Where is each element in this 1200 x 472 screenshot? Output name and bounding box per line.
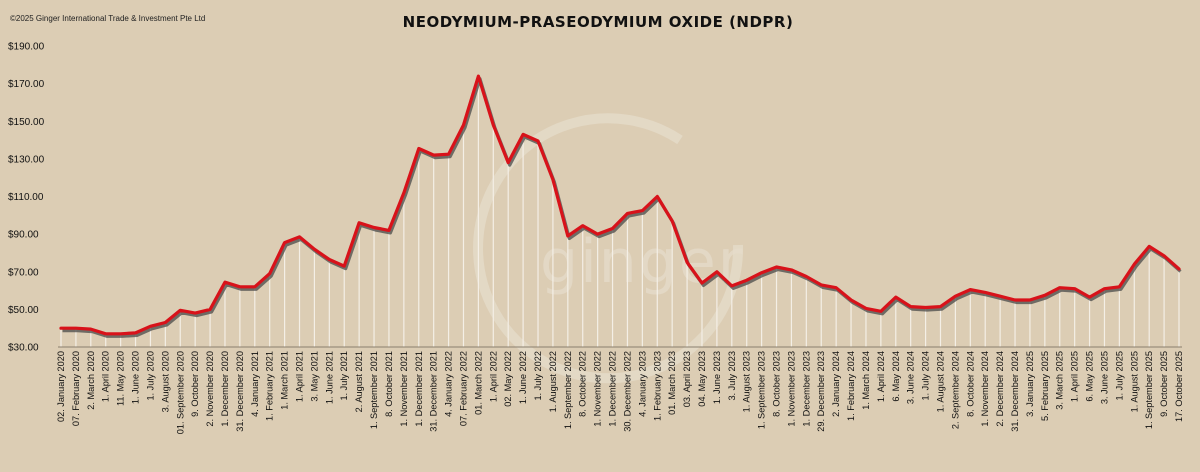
x-tick-label: 9. October 2025 — [1159, 351, 1169, 417]
x-tick-label: 11. May 2020 — [116, 351, 126, 406]
y-tick-label: $110.00 — [8, 192, 44, 203]
x-tick-label: 1. August 2024 — [935, 351, 945, 412]
x-tick-label: 31. December 2020 — [235, 351, 245, 432]
x-tick-label: 3. August 2020 — [160, 351, 170, 412]
x-tick-label: 1. June 2023 — [712, 351, 722, 404]
x-tick-label: 01. March 2022 — [473, 351, 483, 415]
x-tick-label: 03. April 2023 — [682, 351, 692, 407]
x-tick-label: 1. December 2022 — [608, 351, 618, 427]
x-tick-label: 1. July 2025 — [1114, 351, 1124, 401]
x-tick-label: 02. May 2022 — [503, 351, 513, 407]
x-tick-label: 3. January 2025 — [1025, 351, 1035, 417]
chart-title: NEODYMIUM-PRASEODYMIUM OXIDE (NDPR) — [403, 13, 794, 31]
x-tick-label: 9. October 2020 — [190, 351, 200, 417]
x-tick-label: 1. April 2021 — [295, 351, 305, 402]
x-tick-label: 1. December 2023 — [801, 351, 811, 427]
x-tick-label: 1. February 2021 — [265, 351, 275, 421]
y-tick-label: $190.00 — [8, 42, 45, 53]
x-tick-label: 1. July 2024 — [921, 351, 931, 401]
watermark-text: ginger — [540, 227, 744, 297]
x-tick-label: 2. January 2024 — [831, 351, 841, 417]
x-tick-label: 1. August 2022 — [548, 351, 558, 412]
x-tick-label: 02. January 2020 — [56, 351, 66, 422]
x-tick-label: 3. June 2024 — [906, 351, 916, 404]
x-axis: 02. January 2020 07. February 2020 2. Marc… — [56, 351, 1184, 434]
x-tick-label: 2. November 2020 — [205, 351, 215, 427]
y-tick-label: $90.00 — [8, 230, 39, 241]
x-tick-label: 30. December 2022 — [622, 351, 632, 432]
ginger-watermark: ginger — [473, 113, 744, 384]
x-tick-label: 29. December 2023 — [816, 351, 826, 432]
x-tick-label: 1. February 2024 — [846, 351, 856, 421]
x-tick-label: 1. September 2025 — [1144, 351, 1154, 429]
x-tick-label: 4. January 2022 — [444, 351, 454, 417]
x-tick-label: 1. April 2020 — [101, 351, 111, 402]
x-tick-label: 1. June 2020 — [131, 351, 141, 404]
y-tick-label: $50.00 — [8, 305, 39, 316]
x-tick-label: 1. July 2021 — [339, 351, 349, 401]
x-tick-label: 1. August 2025 — [1129, 351, 1139, 412]
x-tick-label: 6. May 2024 — [891, 351, 901, 402]
x-tick-label: 1. March 2021 — [280, 351, 290, 410]
x-tick-label: 1. March 2024 — [861, 351, 871, 410]
x-tick-label: 31. December 2024 — [1010, 351, 1020, 432]
x-tick-label: 31. December 2021 — [429, 351, 439, 432]
x-tick-label: 1. April 2025 — [1070, 351, 1080, 402]
x-tick-label: 1. November 2024 — [980, 351, 990, 427]
y-tick-label: $150.00 — [8, 117, 45, 128]
x-tick-label: 8. October 2021 — [384, 351, 394, 417]
x-tick-label: 1. November 2021 — [399, 351, 409, 427]
y-tick-label: $170.00 — [8, 79, 45, 90]
x-tick-label: 1. February 2023 — [652, 351, 662, 421]
x-tick-label: 1. April 2024 — [876, 351, 886, 402]
x-tick-label: 1. July 2020 — [145, 351, 155, 401]
x-tick-label: 1. December 2020 — [220, 351, 230, 427]
x-tick-label: 6. May 2025 — [1085, 351, 1095, 402]
x-tick-label: 04. May 2023 — [697, 351, 707, 407]
x-tick-label: 8. October 2024 — [965, 351, 975, 417]
x-tick-label: 3. March 2025 — [1055, 351, 1065, 410]
x-tick-label: 07. February 2022 — [458, 351, 468, 426]
drop-lines — [60, 76, 1180, 347]
copyright-notice: ©2025 Ginger International Trade & Inves… — [10, 14, 205, 23]
x-tick-label: 17. October 2025 — [1174, 351, 1184, 422]
y-tick-label: $30.00 — [8, 343, 39, 354]
x-tick-label: 4. January 2021 — [250, 351, 260, 417]
x-tick-label: 1. December 2021 — [414, 351, 424, 427]
x-tick-label: 2. March 2020 — [86, 351, 96, 410]
x-tick-label: 8. October 2022 — [578, 351, 588, 417]
x-tick-label: 1. November 2022 — [593, 351, 603, 427]
series-ndpr — [59, 74, 1182, 338]
x-tick-label: 1. September 2022 — [563, 351, 573, 429]
x-tick-label: 3. July 2023 — [727, 351, 737, 401]
x-tick-label: 3. June 2025 — [1099, 351, 1109, 404]
series-line-shadow — [62, 76, 1182, 338]
y-axis: $190.00 $170.00 $150.00 $130.00 $110.00 $90.0… — [8, 42, 45, 354]
x-tick-label: 5. February 2025 — [1040, 351, 1050, 421]
x-tick-label: 4. January 2023 — [637, 351, 647, 417]
x-tick-label: 1. August 2023 — [742, 351, 752, 412]
y-tick-label: $130.00 — [8, 154, 45, 165]
x-tick-label: 8. October 2023 — [772, 351, 782, 417]
x-tick-label: 3. May 2021 — [309, 351, 319, 402]
x-tick-label: 1. June 2021 — [324, 351, 334, 404]
x-tick-label: 1. July 2022 — [533, 351, 543, 401]
x-tick-label: 07. February 2020 — [71, 351, 81, 426]
x-tick-label: 1. June 2022 — [518, 351, 528, 404]
x-tick-label: 1. April 2022 — [488, 351, 498, 402]
x-tick-label: 01. March 2023 — [667, 351, 677, 415]
x-tick-label: 2. August 2021 — [354, 351, 364, 412]
watermark-ring — [473, 113, 744, 384]
y-tick-label: $70.00 — [8, 267, 39, 278]
x-tick-label: 01. September 2020 — [175, 351, 185, 434]
x-tick-label: 2. September 2024 — [950, 351, 960, 429]
x-tick-label: 2. December 2024 — [995, 351, 1005, 427]
x-tick-label: 1. November 2023 — [786, 351, 796, 427]
series-line — [59, 74, 1181, 336]
x-tick-label: 1. September 2023 — [757, 351, 767, 429]
x-tick-label: 1. September 2021 — [369, 351, 379, 429]
